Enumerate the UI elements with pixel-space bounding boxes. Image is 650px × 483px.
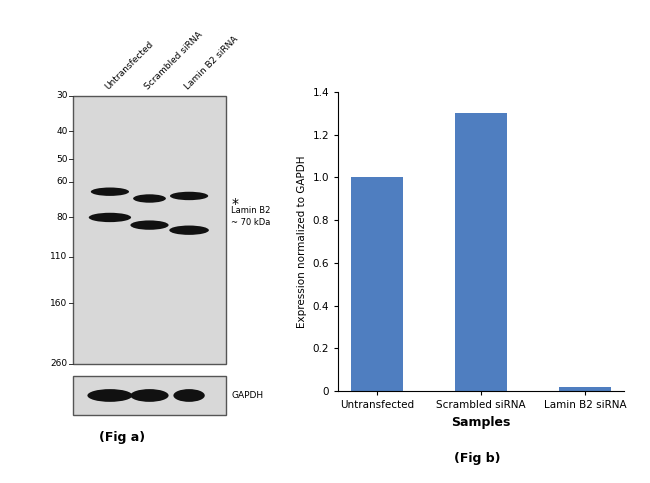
Ellipse shape	[91, 187, 129, 196]
Ellipse shape	[169, 226, 209, 235]
Ellipse shape	[131, 389, 168, 402]
Text: 60: 60	[56, 177, 68, 186]
Text: GAPDH: GAPDH	[231, 391, 263, 400]
Text: Lamin B2 siRNA: Lamin B2 siRNA	[183, 35, 240, 92]
FancyBboxPatch shape	[73, 96, 226, 364]
Ellipse shape	[174, 389, 205, 402]
Text: *: *	[231, 197, 239, 211]
Text: 260: 260	[51, 359, 68, 368]
Ellipse shape	[89, 213, 131, 222]
Ellipse shape	[170, 192, 208, 200]
Ellipse shape	[133, 194, 166, 203]
Ellipse shape	[87, 389, 133, 402]
Text: 30: 30	[56, 91, 68, 100]
FancyBboxPatch shape	[73, 376, 226, 414]
Y-axis label: Expression normalized to GAPDH: Expression normalized to GAPDH	[297, 155, 307, 328]
Bar	[455, 113, 507, 391]
Bar	[559, 387, 611, 391]
Text: (Fig b): (Fig b)	[454, 453, 501, 465]
Text: (Fig a): (Fig a)	[99, 431, 145, 444]
Bar	[351, 177, 403, 391]
Ellipse shape	[131, 220, 168, 230]
Text: 160: 160	[50, 299, 68, 308]
Text: 50: 50	[56, 155, 68, 164]
Text: 110: 110	[50, 253, 68, 261]
X-axis label: Samples: Samples	[451, 416, 511, 429]
Text: Untransfected: Untransfected	[103, 40, 155, 92]
Text: 40: 40	[56, 127, 68, 136]
Text: Scrambled siRNA: Scrambled siRNA	[143, 30, 205, 92]
Text: Lamin B2
~ 70 kDa: Lamin B2 ~ 70 kDa	[231, 206, 271, 227]
Text: 80: 80	[56, 213, 68, 222]
